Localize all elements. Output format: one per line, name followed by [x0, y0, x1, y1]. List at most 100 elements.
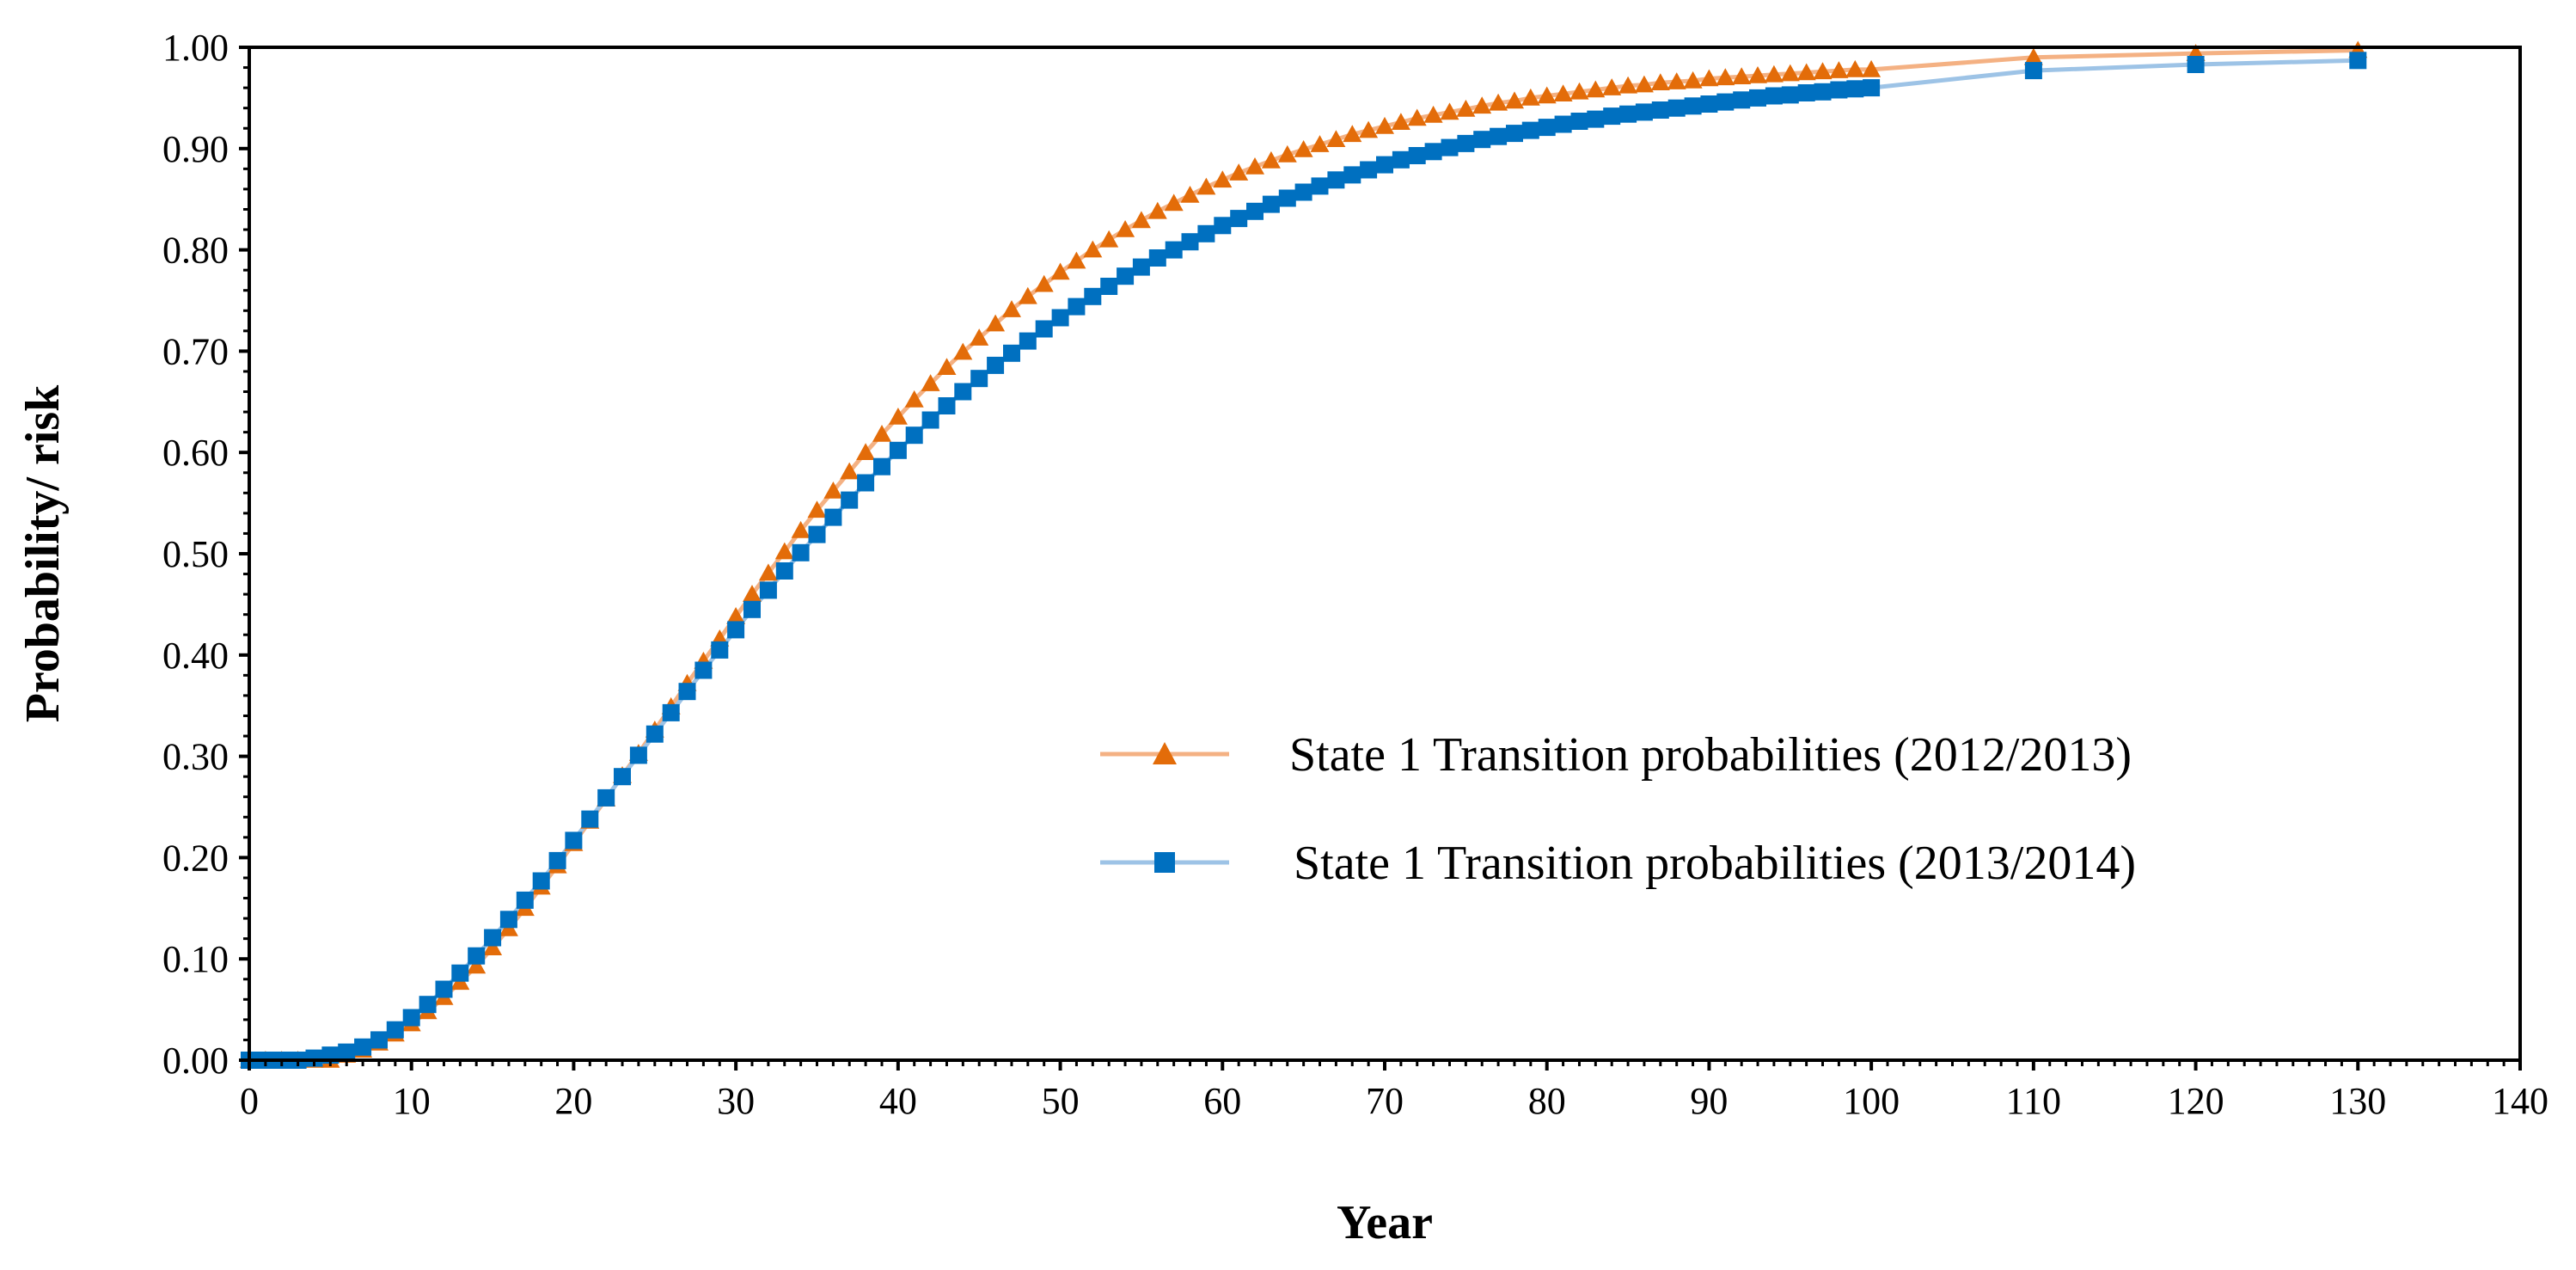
data-point-triangle [1618, 76, 1638, 94]
data-point-square [1635, 103, 1653, 121]
data-point-triangle [970, 328, 989, 346]
data-point-triangle [1294, 140, 1313, 157]
data-point-square [792, 543, 810, 561]
data-point-square [386, 1021, 404, 1039]
data-point-square [1587, 110, 1605, 128]
data-point-triangle [904, 390, 924, 408]
data-point-triangle [791, 520, 811, 538]
data-point-square [629, 746, 647, 764]
data-point-triangle [1602, 78, 1622, 95]
data-point-triangle [1569, 82, 1589, 100]
data-point-triangle [1829, 61, 1849, 78]
data-point-square [987, 356, 1005, 374]
data-point-triangle [1213, 170, 1233, 188]
data-point-triangle [467, 956, 486, 974]
data-point-triangle [1196, 177, 1216, 195]
data-point-triangle [1423, 105, 1443, 123]
data-point-square [435, 980, 453, 998]
data-point-triangle [2023, 47, 2043, 65]
data-point-square [2024, 62, 2042, 80]
data-point-square [1246, 202, 1264, 220]
data-point-square [2187, 56, 2205, 73]
y-tick-label: 0.50 [162, 533, 229, 575]
data-point-triangle [1472, 96, 1492, 114]
data-point-square [1084, 287, 1102, 305]
x-tick-label: 30 [717, 1080, 755, 1122]
data-point-square [1262, 195, 1280, 213]
data-point-triangle [1845, 59, 1865, 77]
legend: State 1 Transition probabilities (2012/2… [1100, 728, 2136, 890]
data-point-square [808, 525, 826, 543]
data-point-triangle [1147, 201, 1167, 219]
data-point-square [1100, 278, 1118, 295]
data-point-triangle [1456, 99, 1476, 117]
data-point-triangle [743, 585, 762, 602]
data-point-square [1863, 79, 1881, 97]
data-point-square [499, 911, 517, 929]
data-point-triangle [1813, 62, 1833, 80]
data-point-square [1619, 105, 1637, 123]
data-point-square [1068, 298, 1086, 316]
data-point-triangle [1780, 64, 1800, 82]
data-point-square [451, 964, 469, 982]
data-point-square [338, 1043, 356, 1061]
data-point-triangle [1131, 211, 1151, 229]
data-point-square [1830, 81, 1848, 99]
data-point-square [1424, 143, 1442, 161]
data-point-square [1797, 84, 1815, 101]
data-point-triangle [840, 462, 860, 480]
data-point-square [1651, 101, 1669, 119]
data-point-triangle [1764, 64, 1784, 83]
data-point-square [1441, 138, 1459, 156]
data-point-triangle [1716, 68, 1735, 86]
data-point-triangle [1359, 120, 1379, 138]
x-tick-label: 110 [2006, 1080, 2061, 1122]
data-point-triangle [1586, 80, 1606, 98]
plot-area [249, 47, 2520, 1060]
data-point-triangle [1375, 116, 1394, 134]
data-point-square [1538, 119, 1556, 137]
data-point-square [1490, 127, 1508, 145]
data-point-triangle [807, 500, 827, 518]
y-tick-label: 0.60 [162, 432, 229, 474]
data-point-square [516, 891, 534, 909]
data-point-triangle [1489, 93, 1508, 111]
y-tick-label: 0.00 [162, 1040, 229, 1082]
data-point-triangle [1634, 75, 1654, 93]
data-point-square [694, 661, 713, 679]
data-point-square [1019, 332, 1037, 350]
data-point-square [841, 491, 859, 509]
data-point-square [1181, 233, 1199, 251]
x-tick-label: 0 [240, 1080, 259, 1122]
data-point-triangle [872, 425, 891, 442]
data-point-triangle [823, 482, 843, 499]
data-point-square [857, 474, 875, 492]
y-tick-label: 0.80 [162, 230, 229, 272]
data-point-square [743, 600, 761, 618]
data-point-triangle [1862, 59, 1882, 77]
x-tick-label: 50 [1042, 1080, 1080, 1122]
data-point-triangle [1537, 86, 1557, 104]
data-point-triangle [1034, 274, 1054, 292]
data-point-triangle [921, 374, 940, 391]
data-point-triangle [483, 938, 503, 955]
data-point-triangle [1505, 91, 1524, 109]
x-tick-label: 20 [554, 1080, 592, 1122]
data-point-square [1749, 89, 1766, 107]
data-point-square [402, 1009, 420, 1027]
data-point-square [1473, 131, 1491, 149]
x-tick-label: 80 [1528, 1080, 1566, 1122]
data-point-square [1327, 171, 1345, 189]
data-point-triangle [1732, 67, 1752, 84]
data-point-square [905, 426, 923, 445]
data-point-square [1765, 87, 1783, 105]
x-tick-label: 100 [1843, 1080, 1900, 1122]
data-point-square [970, 370, 988, 388]
data-point-triangle [1310, 135, 1330, 152]
data-point-square [532, 872, 550, 890]
legend-square-marker [1154, 852, 1175, 873]
data-point-square [1117, 267, 1135, 285]
data-point-triangle [1391, 113, 1410, 130]
data-point-square [1457, 134, 1475, 152]
data-point-square [1733, 91, 1751, 109]
